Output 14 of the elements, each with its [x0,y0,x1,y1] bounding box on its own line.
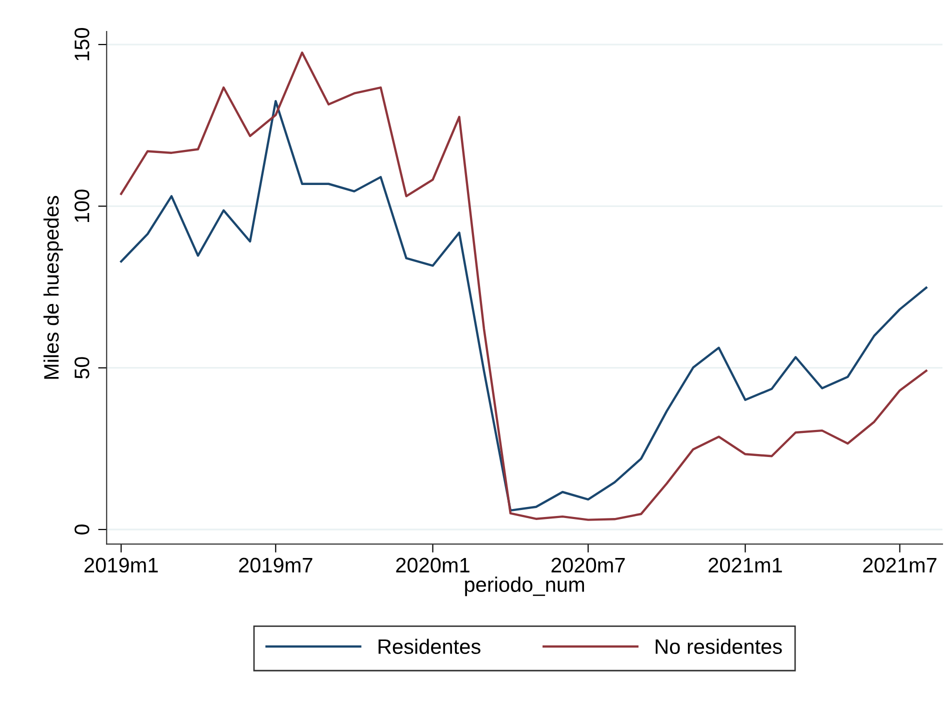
legend-label: No residentes [656,638,782,654]
x-tick-label: 2019m1 [84,558,158,573]
y-tick-label: 0 [74,524,90,534]
legend-label: Residentes [378,638,480,654]
x-tick-label: 2019m7 [239,558,312,573]
x-axis-title: periodo_num [465,576,584,596]
y-axis-title: Miles de huespedes [43,196,63,379]
y-tick-label: 50 [74,357,90,379]
x-tick-label: 2021m1 [708,558,782,573]
y-tick-label: 100 [74,190,90,222]
y-tick-label: 150 [74,28,90,60]
x-tick-label: 2020m7 [552,558,625,573]
x-tick-label: 2020m1 [396,558,470,573]
x-tick-label: 2021m7 [863,558,936,573]
